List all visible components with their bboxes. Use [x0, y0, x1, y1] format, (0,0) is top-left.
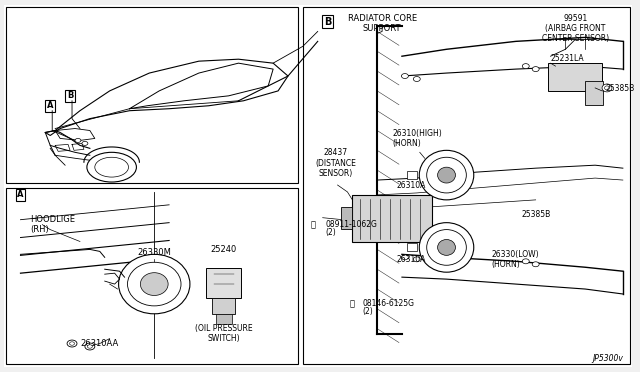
- Ellipse shape: [95, 157, 129, 177]
- Text: 26310(HIGH)
(HORN): 26310(HIGH) (HORN): [392, 129, 442, 148]
- Text: RADIATOR CORE
SUPPORT: RADIATOR CORE SUPPORT: [348, 14, 417, 33]
- Ellipse shape: [532, 67, 539, 71]
- Ellipse shape: [602, 84, 612, 92]
- Ellipse shape: [419, 223, 474, 272]
- Ellipse shape: [67, 340, 77, 347]
- Bar: [407, 171, 417, 179]
- Ellipse shape: [87, 152, 136, 182]
- Text: A: A: [47, 101, 54, 110]
- Ellipse shape: [75, 138, 81, 142]
- Ellipse shape: [401, 255, 408, 260]
- Text: Ⓑ: Ⓑ: [350, 299, 355, 308]
- Bar: [585, 81, 603, 105]
- Ellipse shape: [70, 342, 74, 345]
- Text: B: B: [67, 92, 73, 100]
- Ellipse shape: [118, 254, 190, 314]
- Text: 99591
(AIRBAG FRONT
CENTER SENSOR): 99591 (AIRBAG FRONT CENTER SENSOR): [541, 14, 609, 44]
- Ellipse shape: [605, 86, 609, 90]
- Text: 26310A: 26310A: [397, 180, 426, 189]
- Text: A: A: [17, 190, 24, 199]
- Bar: [6, 188, 298, 364]
- Ellipse shape: [140, 273, 168, 295]
- Text: 26310AA: 26310AA: [80, 339, 118, 348]
- Text: HOODLIGE
(RH): HOODLIGE (RH): [31, 215, 76, 234]
- Bar: [340, 207, 353, 229]
- Ellipse shape: [532, 262, 539, 267]
- Text: (2): (2): [326, 228, 337, 237]
- Ellipse shape: [401, 74, 408, 78]
- Bar: [548, 63, 602, 91]
- Bar: [353, 195, 431, 243]
- Ellipse shape: [522, 64, 529, 68]
- Text: (OIL PRESSURE
SWITCH): (OIL PRESSURE SWITCH): [195, 324, 252, 343]
- Text: 26330(LOW)
(HORN): 26330(LOW) (HORN): [491, 250, 539, 269]
- Ellipse shape: [522, 259, 529, 264]
- Ellipse shape: [413, 257, 420, 262]
- Text: 25240: 25240: [211, 246, 237, 254]
- Text: 28437
(DISTANCE
SENSOR): 28437 (DISTANCE SENSOR): [315, 148, 356, 178]
- Text: 26330M: 26330M: [138, 248, 171, 257]
- Ellipse shape: [427, 230, 467, 265]
- Bar: [212, 298, 236, 314]
- Bar: [407, 243, 417, 251]
- Ellipse shape: [85, 343, 95, 350]
- Text: 25385B: 25385B: [605, 84, 634, 93]
- Text: 08911-1062G: 08911-1062G: [326, 220, 378, 229]
- Bar: [6, 7, 298, 183]
- Ellipse shape: [438, 240, 456, 255]
- Text: 25385B: 25385B: [521, 210, 550, 219]
- Ellipse shape: [427, 157, 467, 193]
- Ellipse shape: [438, 167, 456, 183]
- Bar: [303, 7, 630, 364]
- Ellipse shape: [413, 77, 420, 81]
- Text: B: B: [324, 16, 332, 26]
- Text: 25231LA: 25231LA: [550, 54, 584, 63]
- Ellipse shape: [82, 141, 88, 145]
- Text: 26310A: 26310A: [397, 255, 426, 264]
- Bar: [206, 268, 241, 298]
- Text: JP5300v: JP5300v: [592, 355, 623, 363]
- Text: (2): (2): [362, 307, 373, 316]
- Ellipse shape: [127, 262, 181, 306]
- Ellipse shape: [88, 345, 92, 348]
- Text: Ⓝ: Ⓝ: [310, 220, 316, 229]
- Ellipse shape: [419, 150, 474, 200]
- Bar: [216, 314, 232, 324]
- Text: 08146-6125G: 08146-6125G: [362, 299, 414, 308]
